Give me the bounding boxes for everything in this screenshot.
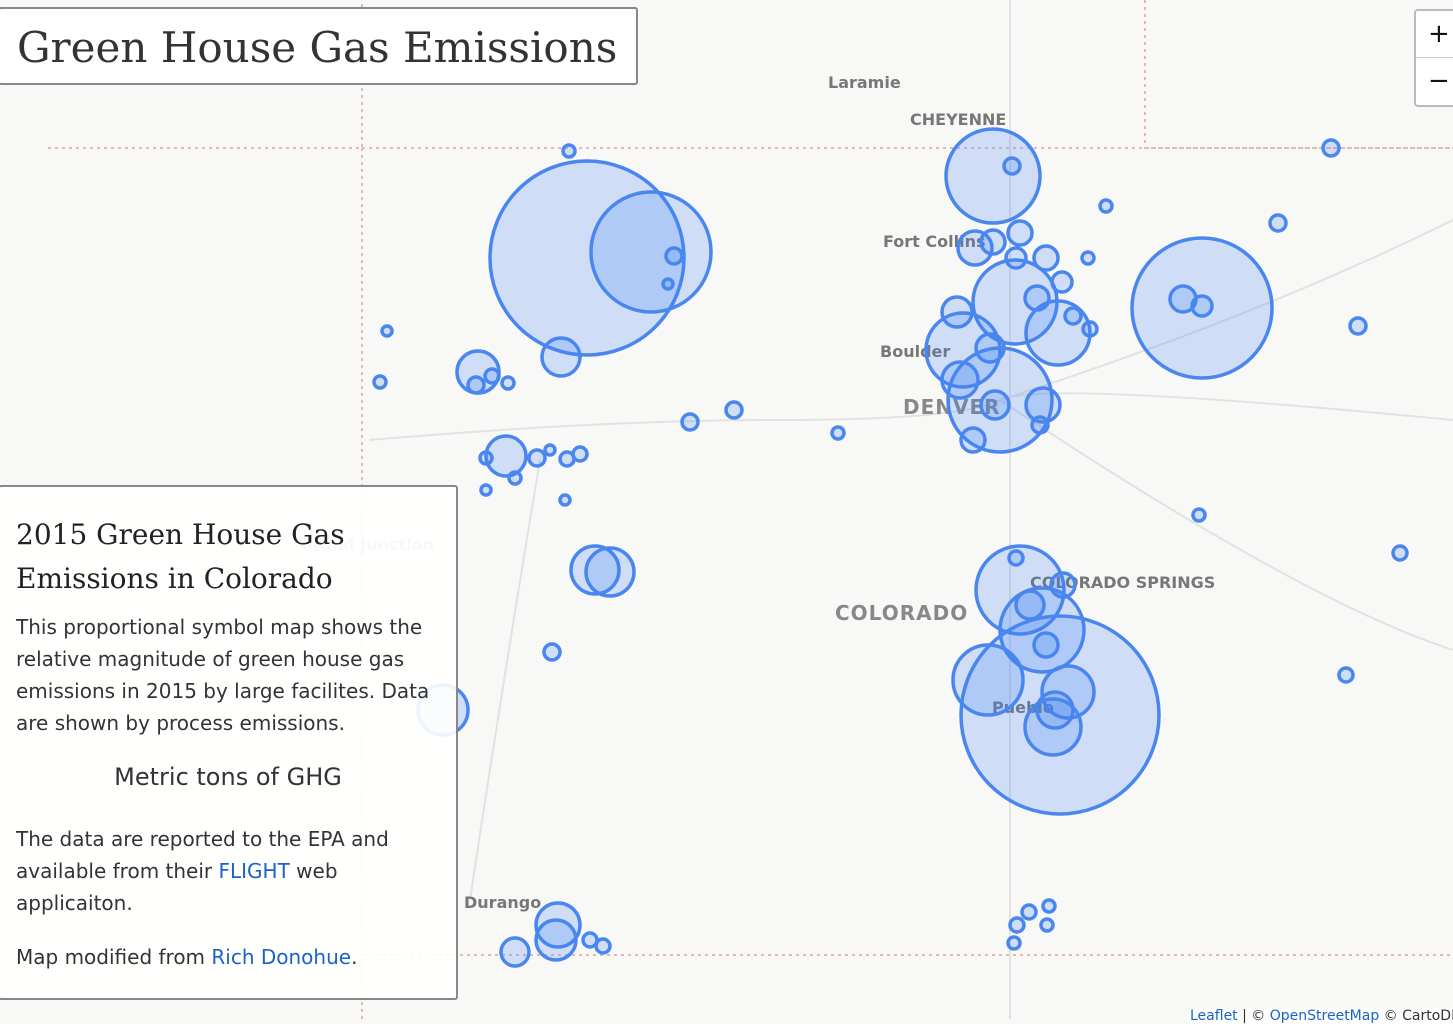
place-label: Fort Collins xyxy=(883,232,985,251)
facility-symbol[interactable] xyxy=(372,374,388,390)
facility-symbol[interactable] xyxy=(664,246,684,266)
place-label: COLORADO xyxy=(835,601,968,625)
facility-symbol[interactable] xyxy=(940,360,980,400)
facility-symbol[interactable] xyxy=(979,389,1011,421)
facility-symbol[interactable] xyxy=(1041,898,1057,914)
facility-symbol[interactable] xyxy=(1348,316,1368,336)
facility-symbol[interactable] xyxy=(534,901,582,949)
place-label: Laramie xyxy=(828,73,901,92)
title-box: Green House Gas Emissions xyxy=(0,7,638,85)
facility-symbol[interactable] xyxy=(1020,903,1038,921)
facility-symbol[interactable] xyxy=(979,228,1007,256)
link[interactable]: FLIGHT xyxy=(218,859,290,883)
panel-heading: 2015 Green House Gas Emissions in Colora… xyxy=(16,518,345,595)
link[interactable]: Leaflet xyxy=(1190,1008,1238,1024)
facility-symbol[interactable] xyxy=(466,375,486,395)
facility-symbol[interactable] xyxy=(1024,386,1062,424)
facility-symbol[interactable] xyxy=(1391,544,1409,562)
facility-symbol[interactable] xyxy=(1032,631,1060,659)
place-label: CHEYENNE xyxy=(910,110,1006,129)
source-note: The data are reported to the EPA and ava… xyxy=(16,823,440,919)
facility-symbol[interactable] xyxy=(527,448,547,468)
facility-symbol[interactable] xyxy=(1039,917,1055,933)
facility-symbol[interactable] xyxy=(951,643,1025,717)
facility-symbol[interactable] xyxy=(1006,935,1022,951)
facility-symbol[interactable] xyxy=(1191,507,1207,523)
facility-symbol[interactable] xyxy=(998,586,1086,674)
text: | © xyxy=(1237,1008,1270,1024)
facility-symbol[interactable] xyxy=(507,470,523,486)
facility-symbols xyxy=(372,127,1409,968)
facility-symbol[interactable] xyxy=(1063,306,1083,326)
facility-symbol[interactable] xyxy=(478,450,494,466)
link[interactable]: Rich Donohue xyxy=(211,945,352,969)
facility-symbol[interactable] xyxy=(1007,549,1025,567)
facility-symbol[interactable] xyxy=(542,642,562,662)
facility-symbol[interactable] xyxy=(594,937,612,955)
facility-symbol[interactable] xyxy=(1321,138,1341,158)
facility-symbol[interactable] xyxy=(499,936,531,968)
zoom-control: + − xyxy=(1414,9,1453,107)
attribution: Leaflet | © OpenStreetMap © CartoDB xyxy=(1190,1008,1453,1024)
facility-symbol[interactable] xyxy=(500,375,516,391)
facility-symbol[interactable] xyxy=(543,443,557,457)
facility-symbol[interactable] xyxy=(571,445,589,463)
text: web applicaiton. xyxy=(16,859,338,915)
facility-symbol[interactable] xyxy=(1023,697,1083,757)
facility-symbol[interactable] xyxy=(724,400,744,420)
title: Green House Gas Emissions xyxy=(17,23,618,72)
facility-symbol[interactable] xyxy=(959,426,987,454)
facility-symbol[interactable] xyxy=(483,367,501,385)
facility-symbol[interactable] xyxy=(1002,156,1022,176)
info-panel: 2015 Green House Gas Emissions in Colora… xyxy=(0,485,458,1000)
facility-symbol[interactable] xyxy=(1130,236,1274,380)
facility-symbol[interactable] xyxy=(479,483,493,497)
place-label: Durango xyxy=(464,893,541,912)
link[interactable]: OpenStreetMap xyxy=(1269,1008,1380,1024)
facility-symbol[interactable] xyxy=(680,412,700,432)
facility-symbol[interactable] xyxy=(1004,246,1028,270)
text: Map modified from xyxy=(16,945,212,969)
facility-symbol[interactable] xyxy=(380,324,394,338)
legend-title: Metric tons of GHG xyxy=(114,763,342,791)
panel-description: This proportional symbol map shows the r… xyxy=(16,615,430,735)
facility-symbol[interactable] xyxy=(561,143,577,159)
facility-symbol[interactable] xyxy=(558,493,572,507)
facility-symbol[interactable] xyxy=(1008,916,1026,934)
facility-symbol[interactable] xyxy=(1040,664,1096,720)
text: © CartoDB xyxy=(1379,1008,1453,1024)
facility-symbol[interactable] xyxy=(956,229,994,267)
roads xyxy=(369,0,1453,1019)
facility-symbol[interactable] xyxy=(488,159,686,357)
facility-symbol[interactable] xyxy=(830,425,846,441)
text: The data are reported to the EPA and ava… xyxy=(16,827,389,883)
facility-symbol[interactable] xyxy=(584,546,636,598)
facility-symbol[interactable] xyxy=(1268,213,1288,233)
facility-symbol[interactable] xyxy=(1080,250,1096,266)
facility-symbol[interactable] xyxy=(569,544,621,596)
facility-symbol[interactable] xyxy=(1098,198,1114,214)
facility-symbol[interactable] xyxy=(944,127,1042,225)
facility-symbol[interactable] xyxy=(946,346,1054,454)
facility-symbol[interactable] xyxy=(1030,415,1050,435)
facility-symbol[interactable] xyxy=(1014,589,1046,621)
facility-symbol[interactable] xyxy=(589,190,713,314)
facility-symbol[interactable] xyxy=(1032,244,1060,272)
place-label: Boulder xyxy=(880,342,950,361)
facility-symbol[interactable] xyxy=(1337,666,1355,684)
zoom-out[interactable]: − xyxy=(1416,57,1453,104)
facility-symbol[interactable] xyxy=(1190,294,1214,318)
zoom-in[interactable]: + xyxy=(1428,19,1450,49)
text: . xyxy=(351,945,358,969)
facility-symbol[interactable] xyxy=(661,277,675,291)
facility-symbol[interactable] xyxy=(1081,320,1099,338)
facility-symbol[interactable] xyxy=(1024,299,1092,367)
facility-symbol[interactable] xyxy=(534,918,578,962)
facility-symbol[interactable] xyxy=(484,434,528,478)
credit-note: Map modified from Rich Donohue. xyxy=(16,941,440,973)
facility-symbol[interactable] xyxy=(1006,219,1034,247)
facility-symbol[interactable] xyxy=(540,336,582,378)
